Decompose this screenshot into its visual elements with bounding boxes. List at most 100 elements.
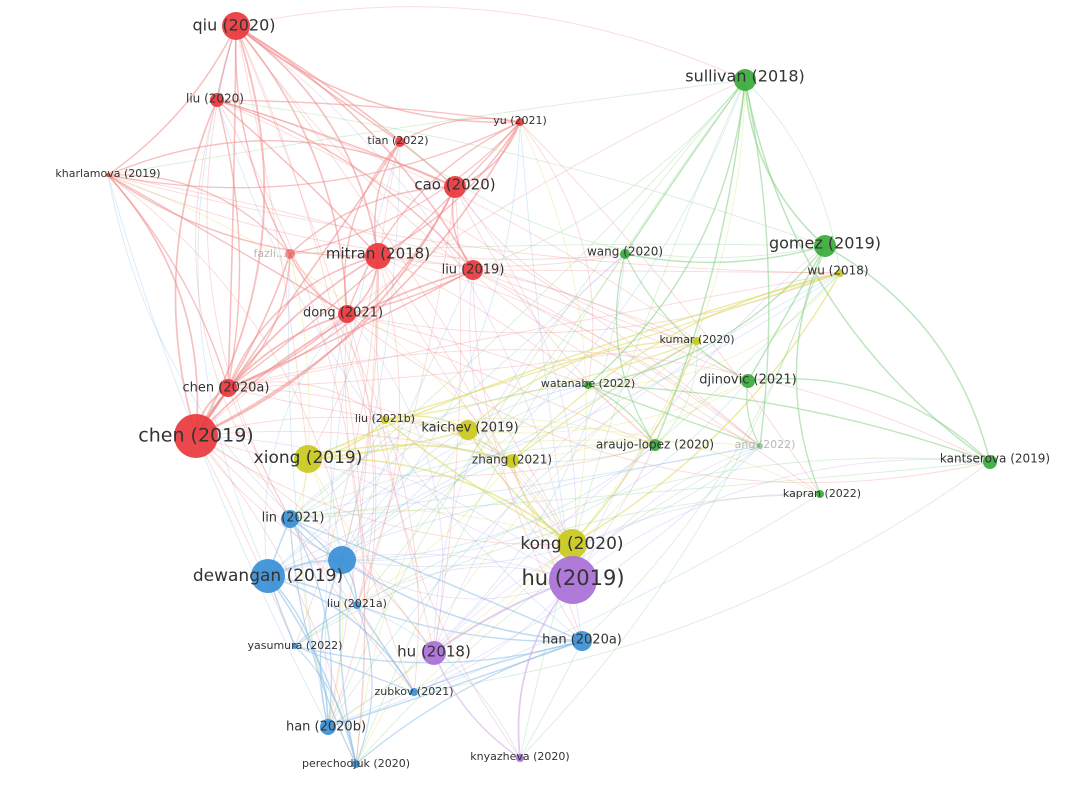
label-hu2019: hu (2019) [521, 566, 624, 590]
label-zubkov2021: zubkov (2021) [374, 685, 453, 698]
edge-zhang2022-lin2021 [289, 445, 761, 520]
label-mitran2018: mitran (2018) [326, 245, 430, 263]
edge-sullivan2018-gomez2019 [744, 79, 826, 247]
edge-cao2020-hu2018 [433, 186, 462, 654]
edge-liu2020-zhang2022 [216, 99, 761, 447]
edge-mitran2018-zhang2022 [377, 255, 761, 447]
label-gomez2019: gomez (2019) [769, 234, 881, 253]
edge-kong2020-kumar2020 [571, 340, 698, 545]
node-wang2020[interactable] [620, 249, 630, 259]
node-mitran2018[interactable] [365, 243, 391, 269]
node-lin2021[interactable] [281, 510, 299, 528]
edge-gomez2019-wang2020 [624, 245, 826, 264]
node-sullivan2018[interactable] [734, 69, 756, 91]
node-liu2020[interactable] [210, 93, 224, 107]
node-zubkov2021[interactable] [410, 688, 418, 696]
edge-kharlamova2019-fazli [107, 174, 291, 255]
node-zhang2021[interactable] [505, 454, 519, 468]
node-kong2020[interactable] [557, 529, 587, 559]
node-wu2018[interactable] [836, 269, 844, 277]
edge-liu2021a-knyazheva2020 [356, 604, 521, 759]
edge-yu2021-watanabe2022 [519, 121, 594, 386]
edge-chen2019-sullivan2018 [195, 79, 746, 437]
edge-dong2021-araujolopez2020 [346, 313, 656, 446]
edge-kharlamova2019-dong2021 [107, 174, 348, 315]
node-tian2022[interactable] [395, 137, 405, 147]
node-chen2020a[interactable] [219, 379, 237, 397]
node-hu2019[interactable] [549, 556, 597, 604]
node-perechodjuk2020[interactable] [352, 760, 360, 768]
node-djinovic2021[interactable] [741, 374, 755, 388]
edge-xiong2019-hu2019 [307, 458, 574, 581]
edge-zhang2021-bluenode [341, 460, 513, 561]
node-yu2021[interactable] [516, 118, 524, 126]
edge-gomez2019-han2020a [581, 245, 826, 642]
edge-xiong2019-zhang2022 [307, 439, 761, 460]
edge-qiu2020-yu2021 [235, 25, 521, 124]
node-liu2021a[interactable] [353, 601, 361, 609]
node-fazli[interactable] [285, 249, 295, 259]
edge-watanabe2022-kantserova2019 [587, 384, 991, 463]
node-liu2019[interactable] [463, 260, 483, 280]
node-hu2018[interactable] [422, 641, 446, 665]
edge-yu2021-kong2020 [519, 121, 587, 545]
edge-fazli-gomez2019 [289, 243, 826, 255]
edge-fazli-chen2019 [195, 253, 291, 437]
node-bluenode[interactable] [328, 546, 356, 574]
node-kaichev2019[interactable] [458, 420, 478, 440]
edge-yu2021-fazli [289, 121, 521, 255]
node-dong2021[interactable] [338, 305, 356, 323]
node-dewangan2019[interactable] [251, 559, 285, 593]
network-edges [107, 6, 991, 765]
edge-qiu2020-kharlamova2019 [107, 25, 237, 176]
node-yasumura2022[interactable] [292, 643, 298, 649]
edge-sullivan2018-perechodjuk2020 [355, 79, 746, 765]
edge-chen2019-hu2019 [195, 435, 574, 581]
edge-liu2020-chen2020a [216, 99, 241, 389]
node-kapran2022[interactable] [816, 490, 824, 498]
label-kharlamova2019: kharlamova (2019) [55, 167, 160, 180]
node-han2020a[interactable] [572, 631, 592, 651]
node-kantserova2019[interactable] [983, 455, 997, 469]
edge-kaichev2019-xiong2019 [307, 429, 469, 460]
edge-liu2019-hu2019 [469, 269, 574, 581]
node-watanabe2022[interactable] [584, 381, 592, 389]
node-liu2021b[interactable] [381, 416, 389, 424]
label-dong2021: dong (2021) [303, 306, 383, 321]
node-han2020b[interactable] [320, 719, 336, 735]
edge-kong2020-wu2018 [571, 272, 841, 545]
label-kumar2020: kumar (2020) [659, 333, 734, 346]
label-chen2020a: chen (2020a) [183, 381, 270, 396]
edge-kumar2020-hu2018 [433, 340, 698, 654]
node-kharlamova2019[interactable] [106, 173, 110, 177]
node-knyazheva2020[interactable] [516, 754, 524, 762]
node-kumar2020[interactable] [693, 337, 701, 345]
node-xiong2019[interactable] [294, 445, 322, 473]
edge-tian2022-mitran2018 [374, 141, 401, 257]
edge-kumar2020-dewangan2019 [267, 340, 698, 577]
edge-zhang2021-djinovic2021 [511, 380, 749, 462]
node-araujolopez2020[interactable] [649, 439, 661, 451]
node-gomez2019[interactable] [814, 235, 836, 257]
network-nodes [106, 12, 997, 768]
edge-sullivan2018-wang2020 [624, 79, 746, 255]
edge-zhang2021-wu2018 [511, 272, 841, 462]
label-hu2018: hu (2018) [397, 643, 471, 661]
edge-sullivan2018-watanabe2022 [587, 79, 746, 386]
edge-dong2021-wu2018 [346, 272, 841, 334]
edge-liu2020-han2020a [216, 99, 583, 642]
edge-mitran2018-bluenode [341, 255, 379, 561]
node-zhang2022[interactable] [757, 443, 763, 449]
edge-chen2020a-kumar2020 [227, 340, 698, 389]
edge-kumar2020-perechodjuk2020 [355, 340, 698, 765]
edge-liu2020-perechodjuk2020 [216, 99, 366, 765]
edge-liu2021a-hu2019 [356, 566, 574, 606]
edge-dong2021-hu2018 [346, 313, 444, 654]
node-cao2020[interactable] [444, 176, 466, 198]
edge-han2020a-zubkov2021 [413, 640, 583, 693]
label-liu2020: liu (2020) [186, 92, 244, 106]
node-qiu2020[interactable] [222, 12, 250, 40]
edge-kharlamova2019-kong2020 [107, 174, 573, 545]
edge-chen2020a-zubkov2021 [227, 387, 415, 693]
node-chen2019[interactable] [174, 414, 218, 458]
